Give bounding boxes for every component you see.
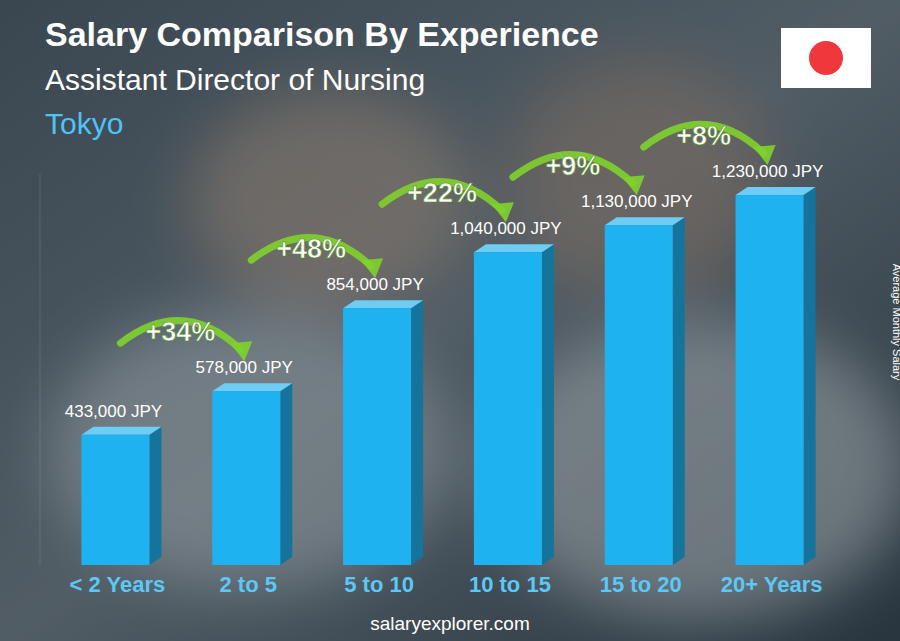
bar bbox=[605, 225, 673, 565]
source: salaryexplorer.com bbox=[370, 613, 529, 634]
bar-top bbox=[81, 427, 161, 435]
bar-group bbox=[736, 187, 816, 565]
x-tick-label: 20+ Years bbox=[721, 572, 823, 597]
bar-top bbox=[605, 217, 685, 225]
bar-top bbox=[343, 300, 423, 308]
background bbox=[0, 0, 900, 641]
flag-field bbox=[781, 28, 871, 88]
x-tick-label: 2 to 5 bbox=[220, 572, 277, 597]
bar-side bbox=[411, 300, 423, 565]
bar bbox=[736, 195, 804, 565]
bar-top bbox=[736, 187, 816, 195]
title: Salary Comparison By Experience bbox=[45, 15, 599, 53]
bar-group bbox=[474, 244, 554, 565]
annotation-arrowhead bbox=[492, 202, 514, 222]
flag bbox=[781, 28, 871, 88]
bar-side bbox=[804, 187, 816, 565]
bar bbox=[343, 308, 411, 565]
annotation-arrowhead bbox=[754, 145, 776, 165]
annotation: +22% bbox=[407, 178, 477, 208]
subtitle: Assistant Director of Nursing bbox=[45, 63, 425, 96]
bar-top bbox=[474, 244, 554, 252]
annotation: +8% bbox=[676, 121, 731, 151]
bar-side bbox=[542, 244, 554, 565]
x-tick-label: < 2 Years bbox=[70, 572, 166, 597]
bar-group bbox=[343, 300, 423, 565]
annotation: +34% bbox=[145, 317, 215, 347]
bar-group bbox=[81, 427, 161, 565]
annotations: +34% +48% +22% +9% +8% bbox=[120, 121, 775, 361]
annotation-arrowhead bbox=[623, 175, 645, 195]
bar bbox=[212, 391, 280, 565]
chart: 433,000 JPY< 2 Years578,000 JPY2 to 5854… bbox=[0, 0, 900, 641]
labels: 433,000 JPY< 2 Years578,000 JPY2 to 5854… bbox=[65, 162, 824, 597]
x-tick-label: 10 to 15 bbox=[469, 572, 551, 597]
bar-side bbox=[673, 217, 685, 565]
bar-top bbox=[212, 383, 292, 391]
bar-group bbox=[212, 383, 292, 565]
y-axis-line bbox=[40, 174, 41, 565]
x-tick-label: 15 to 20 bbox=[600, 572, 682, 597]
y-axis-label: Average Monthly Salary bbox=[891, 264, 900, 381]
bar bbox=[81, 435, 149, 565]
annotation-arrowhead bbox=[361, 258, 383, 278]
location: Tokyo bbox=[45, 107, 123, 140]
bar bbox=[474, 252, 542, 565]
bar-group bbox=[605, 217, 685, 565]
bar-side bbox=[149, 427, 161, 565]
background-overlay bbox=[0, 0, 900, 641]
annotation: +48% bbox=[276, 234, 346, 264]
annotation-arrowhead bbox=[230, 341, 252, 361]
data-label: 433,000 JPY bbox=[65, 402, 162, 421]
bar-side bbox=[280, 383, 292, 565]
annotation: +9% bbox=[545, 151, 600, 181]
flag-sun bbox=[809, 41, 843, 75]
x-tick-label: 5 to 10 bbox=[344, 572, 414, 597]
bars bbox=[81, 187, 815, 565]
